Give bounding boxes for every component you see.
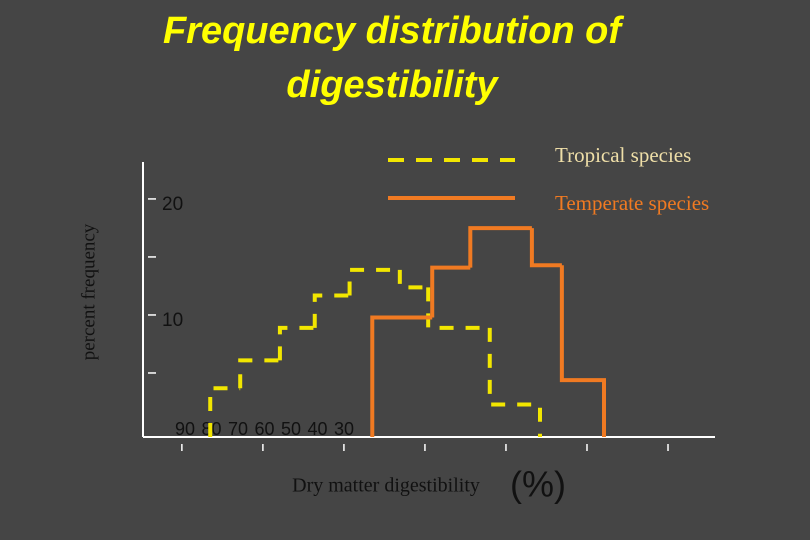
y-tick-label: 10 bbox=[162, 310, 183, 331]
step-segment bbox=[238, 358, 280, 389]
x-tick-label: 70 bbox=[228, 419, 248, 439]
step-segment bbox=[277, 325, 315, 361]
legend-label: Temperate species bbox=[555, 191, 709, 215]
x-tick-label: 60 bbox=[255, 419, 275, 439]
x-tick-label: 40 bbox=[308, 419, 328, 439]
x-tick-label: 50 bbox=[281, 419, 301, 439]
step-segment bbox=[370, 315, 433, 437]
legend-label: Tropical species bbox=[555, 143, 691, 167]
x-tick-label: 90 bbox=[175, 419, 195, 439]
step-segment bbox=[426, 287, 490, 330]
x-axis-unit: (%) bbox=[510, 464, 566, 505]
y-axis-label: percent frequency bbox=[78, 223, 99, 360]
chart-title: Frequency distribution of bbox=[163, 10, 624, 52]
step-segment bbox=[312, 293, 350, 328]
x-axis-label: Dry matter digestibility bbox=[292, 475, 480, 497]
step-segment bbox=[430, 265, 471, 318]
step-segment bbox=[487, 327, 542, 437]
x-tick-label: 30 bbox=[334, 419, 354, 439]
step-segment bbox=[468, 226, 532, 268]
chart-title: digestibility bbox=[286, 64, 499, 106]
step-segment bbox=[529, 228, 562, 268]
step-segment bbox=[559, 265, 606, 437]
step-segment bbox=[347, 267, 400, 296]
step-segment bbox=[397, 269, 429, 290]
y-tick-label: 20 bbox=[162, 194, 183, 215]
